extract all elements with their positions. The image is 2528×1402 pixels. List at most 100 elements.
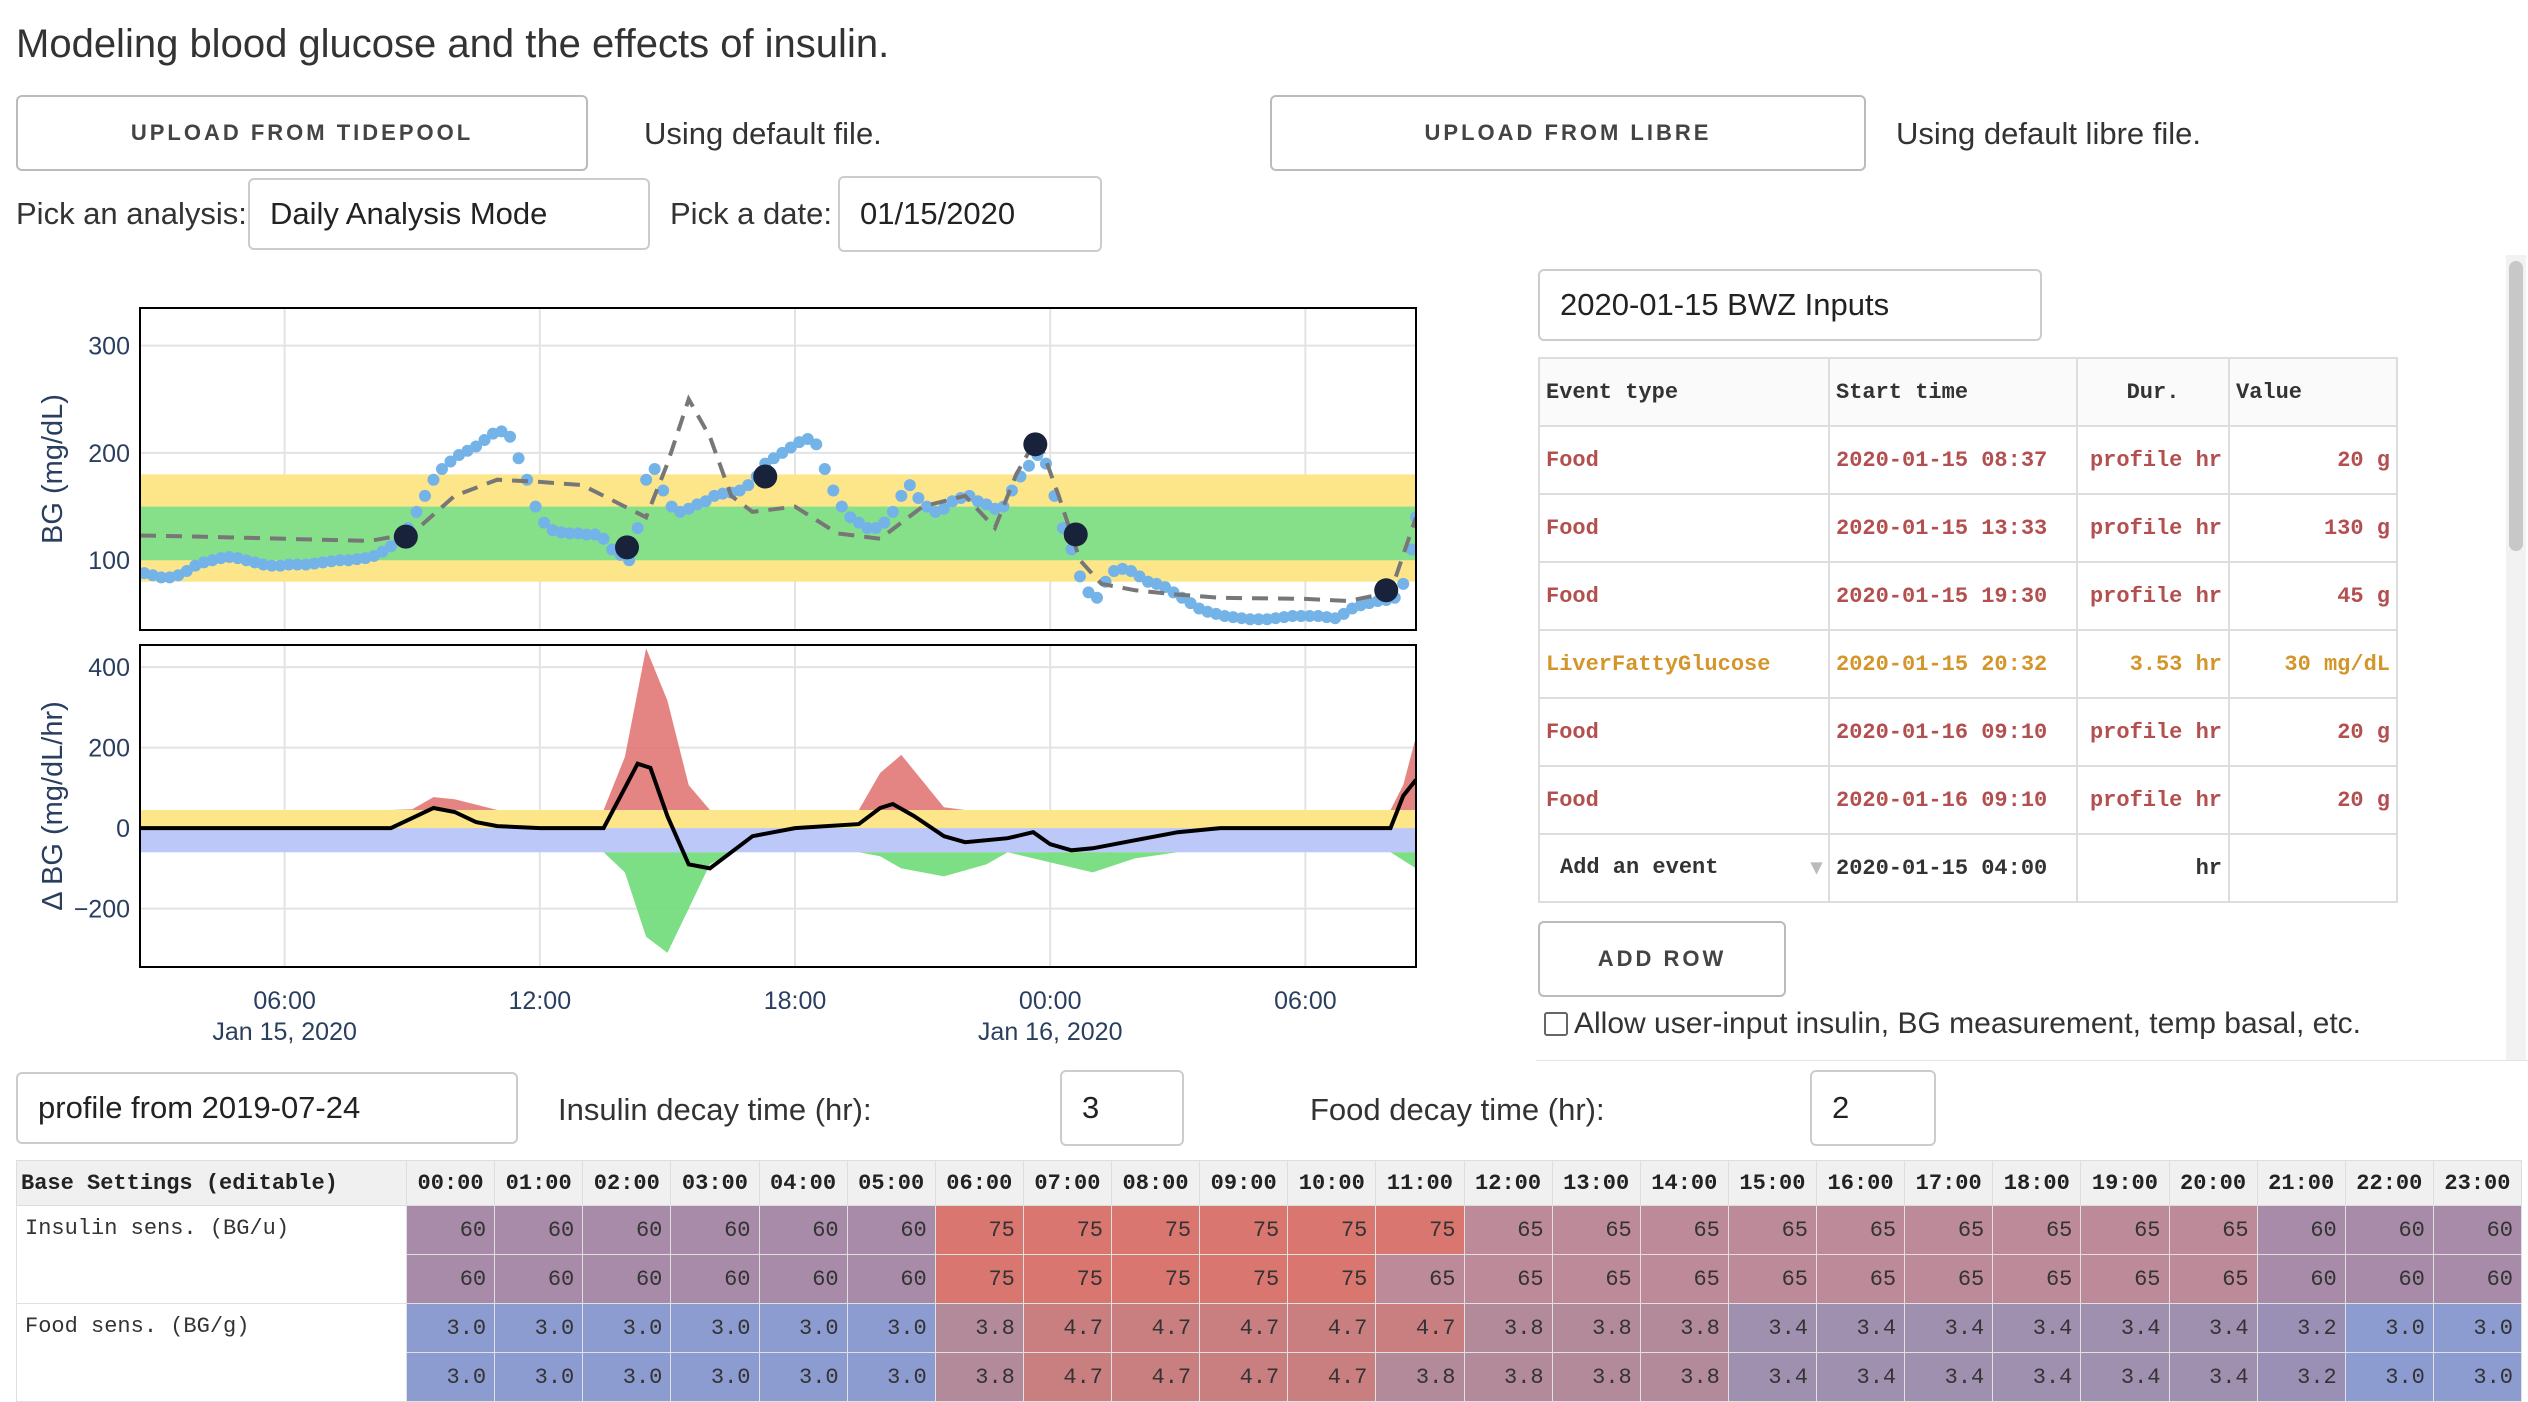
insulin-sens-cell[interactable]: 65 <box>2168 1205 2258 1255</box>
food-sens-cell[interactable]: 3.4 <box>1815 1303 1906 1353</box>
food-sens-cell[interactable]: 4.7 <box>1022 1352 1113 1402</box>
insulin-sens-cell[interactable]: 65 <box>2168 1254 2258 1304</box>
food-sens-cell[interactable]: 3.8 <box>934 1303 1024 1353</box>
food-sens-cell[interactable]: 3.8 <box>934 1352 1024 1402</box>
insulin-sens-cell[interactable]: 60 <box>494 1205 584 1255</box>
insulin-sens-cell[interactable]: 65 <box>1551 1254 1641 1304</box>
food-sens-cell[interactable]: 3.4 <box>1727 1352 1818 1402</box>
food-sens-cell[interactable]: 3.0 <box>2344 1303 2434 1353</box>
event-value-cell[interactable]: 20 g <box>2228 765 2398 835</box>
bg-charts[interactable]: 100 200 300 BG (mg/dL) −200 0 200 400 Δ BG (mg/d… <box>0 280 1440 1050</box>
event-start-cell[interactable]: 2020-01-15 08:37 <box>1828 425 2078 495</box>
event-start-cell[interactable]: 2020-01-15 13:33 <box>1828 493 2078 563</box>
food-sens-cell[interactable]: 3.0 <box>494 1352 584 1402</box>
food-sens-cell[interactable]: 3.0 <box>494 1303 584 1353</box>
add-event-dur[interactable]: hr <box>2076 833 2230 903</box>
bwz-select[interactable]: 2020-01-15 BWZ Inputs <box>1538 269 2042 341</box>
event-value-cell[interactable]: 20 g <box>2228 697 2398 767</box>
insulin-sens-cell[interactable]: 65 <box>1904 1254 1994 1304</box>
food-sens-cell[interactable]: 3.4 <box>2080 1352 2170 1402</box>
food-sens-cell[interactable]: 3.0 <box>582 1303 672 1353</box>
event-type-cell[interactable]: Food <box>1538 493 1830 563</box>
event-start-cell[interactable]: 2020-01-15 20:32 <box>1828 629 2078 699</box>
insulin-sens-cell[interactable]: 75 <box>1199 1205 1289 1255</box>
insulin-sens-cell[interactable]: 65 <box>1815 1205 1906 1255</box>
food-sens-cell[interactable]: 3.4 <box>2168 1303 2258 1353</box>
event-dur-cell[interactable]: 3.53 hr <box>2076 629 2230 699</box>
add-event-start[interactable]: 2020-01-15 04:00 <box>1828 833 2078 903</box>
food-sens-cell[interactable]: 3.0 <box>2344 1352 2434 1402</box>
insulin-sens-cell[interactable]: 60 <box>670 1205 760 1255</box>
insulin-sens-cell[interactable]: 60 <box>582 1205 672 1255</box>
event-start-cell[interactable]: 2020-01-16 09:10 <box>1828 697 2078 767</box>
insulin-sens-cell[interactable]: 60 <box>2256 1205 2346 1255</box>
insulin-sens-cell[interactable]: 65 <box>2080 1254 2170 1304</box>
insulin-sens-cell[interactable]: 60 <box>2256 1254 2346 1304</box>
event-dur-cell[interactable]: profile hr <box>2076 697 2230 767</box>
insulin-sens-cell[interactable]: 60 <box>405 1254 496 1304</box>
insulin-sens-cell[interactable]: 75 <box>1022 1205 1113 1255</box>
food-sens-cell[interactable]: 3.8 <box>1463 1303 1553 1353</box>
food-decay-input[interactable]: 2 <box>1810 1070 1936 1146</box>
food-sens-cell[interactable]: 4.7 <box>1287 1303 1377 1353</box>
insulin-sens-cell[interactable]: 60 <box>846 1205 936 1255</box>
insulin-sens-cell[interactable]: 65 <box>1815 1254 1906 1304</box>
event-row[interactable]: LiverFattyGlucose 2020-01-15 20:32 3.53 hr… <box>1538 629 2398 699</box>
insulin-sens-cell[interactable]: 75 <box>1375 1205 1465 1255</box>
insulin-sens-cell[interactable]: 60 <box>494 1254 584 1304</box>
date-picker-input[interactable]: 01/15/2020 <box>838 176 1102 252</box>
food-sens-cell[interactable]: 3.4 <box>2080 1303 2170 1353</box>
insulin-sens-cell[interactable]: 65 <box>1639 1205 1729 1255</box>
food-sens-cell[interactable]: 3.0 <box>846 1352 936 1402</box>
insulin-sens-cell[interactable]: 65 <box>2080 1205 2170 1255</box>
food-sens-cell[interactable]: 4.7 <box>1022 1303 1113 1353</box>
add-event-value[interactable] <box>2228 833 2398 903</box>
event-row[interactable]: Food 2020-01-15 08:37 profile hr 20 g <box>1538 425 2398 495</box>
food-sens-cell[interactable]: 3.4 <box>1727 1303 1818 1353</box>
food-sens-cell[interactable]: 3.4 <box>1904 1352 1994 1402</box>
insulin-sens-cell[interactable]: 65 <box>1727 1205 1818 1255</box>
event-dur-cell[interactable]: profile hr <box>2076 425 2230 495</box>
food-sens-cell[interactable]: 3.0 <box>405 1352 496 1402</box>
food-sens-cell[interactable]: 3.0 <box>758 1303 848 1353</box>
event-row[interactable]: Food 2020-01-15 13:33 profile hr 130 g <box>1538 493 2398 563</box>
event-dur-cell[interactable]: profile hr <box>2076 561 2230 631</box>
insulin-decay-input[interactable]: 3 <box>1060 1070 1184 1146</box>
event-value-cell[interactable]: 130 g <box>2228 493 2398 563</box>
add-row-button[interactable]: ADD ROW <box>1538 921 1786 997</box>
food-sens-cell[interactable]: 4.7 <box>1199 1352 1289 1402</box>
profile-select[interactable]: profile from 2019-07-24 <box>16 1072 518 1144</box>
insulin-sens-cell[interactable]: 60 <box>2344 1205 2434 1255</box>
insulin-sens-cell[interactable]: 60 <box>758 1254 848 1304</box>
insulin-sens-cell[interactable]: 75 <box>934 1205 1024 1255</box>
food-sens-cell[interactable]: 3.0 <box>405 1303 496 1353</box>
insulin-sens-cell[interactable]: 75 <box>1110 1205 1201 1255</box>
event-row[interactable]: Food 2020-01-15 19:30 profile hr 45 g <box>1538 561 2398 631</box>
insulin-sens-cell[interactable]: 75 <box>1287 1205 1377 1255</box>
event-type-cell[interactable]: LiverFattyGlucose <box>1538 629 1830 699</box>
food-sens-cell[interactable]: 4.7 <box>1287 1352 1377 1402</box>
food-sens-cell[interactable]: 3.8 <box>1375 1352 1465 1402</box>
event-type-cell[interactable]: Food <box>1538 425 1830 495</box>
add-event-row[interactable]: Add an event ▾ 2020-01-15 04:00 hr <box>1538 833 2398 903</box>
food-sens-cell[interactable]: 3.8 <box>1639 1352 1729 1402</box>
insulin-sens-cell[interactable]: 60 <box>2344 1254 2434 1304</box>
food-sens-cell[interactable]: 3.0 <box>582 1352 672 1402</box>
allow-user-input[interactable]: Allow user-input insulin, BG measurement… <box>1544 1007 2361 1041</box>
food-sens-cell[interactable]: 3.0 <box>2432 1303 2523 1353</box>
insulin-sens-cell[interactable]: 65 <box>1992 1205 2082 1255</box>
event-value-cell[interactable]: 45 g <box>2228 561 2398 631</box>
insulin-sens-cell[interactable]: 75 <box>1199 1254 1289 1304</box>
event-type-cell[interactable]: Food <box>1538 561 1830 631</box>
food-sens-cell[interactable]: 4.7 <box>1199 1303 1289 1353</box>
add-event-select[interactable]: Add an event ▾ <box>1538 833 1830 903</box>
insulin-sens-cell[interactable]: 65 <box>1639 1254 1729 1304</box>
food-sens-cell[interactable]: 3.0 <box>670 1352 760 1402</box>
food-sens-cell[interactable]: 3.0 <box>670 1303 760 1353</box>
event-dur-cell[interactable]: profile hr <box>2076 493 2230 563</box>
upload-libre-button[interactable]: UPLOAD FROM LIBRE <box>1270 95 1866 171</box>
event-row[interactable]: Food 2020-01-16 09:10 profile hr 20 g <box>1538 697 2398 767</box>
insulin-sens-cell[interactable]: 65 <box>1904 1205 1994 1255</box>
food-sens-cell[interactable]: 3.0 <box>2432 1352 2523 1402</box>
food-sens-cell[interactable]: 3.4 <box>1904 1303 1994 1353</box>
